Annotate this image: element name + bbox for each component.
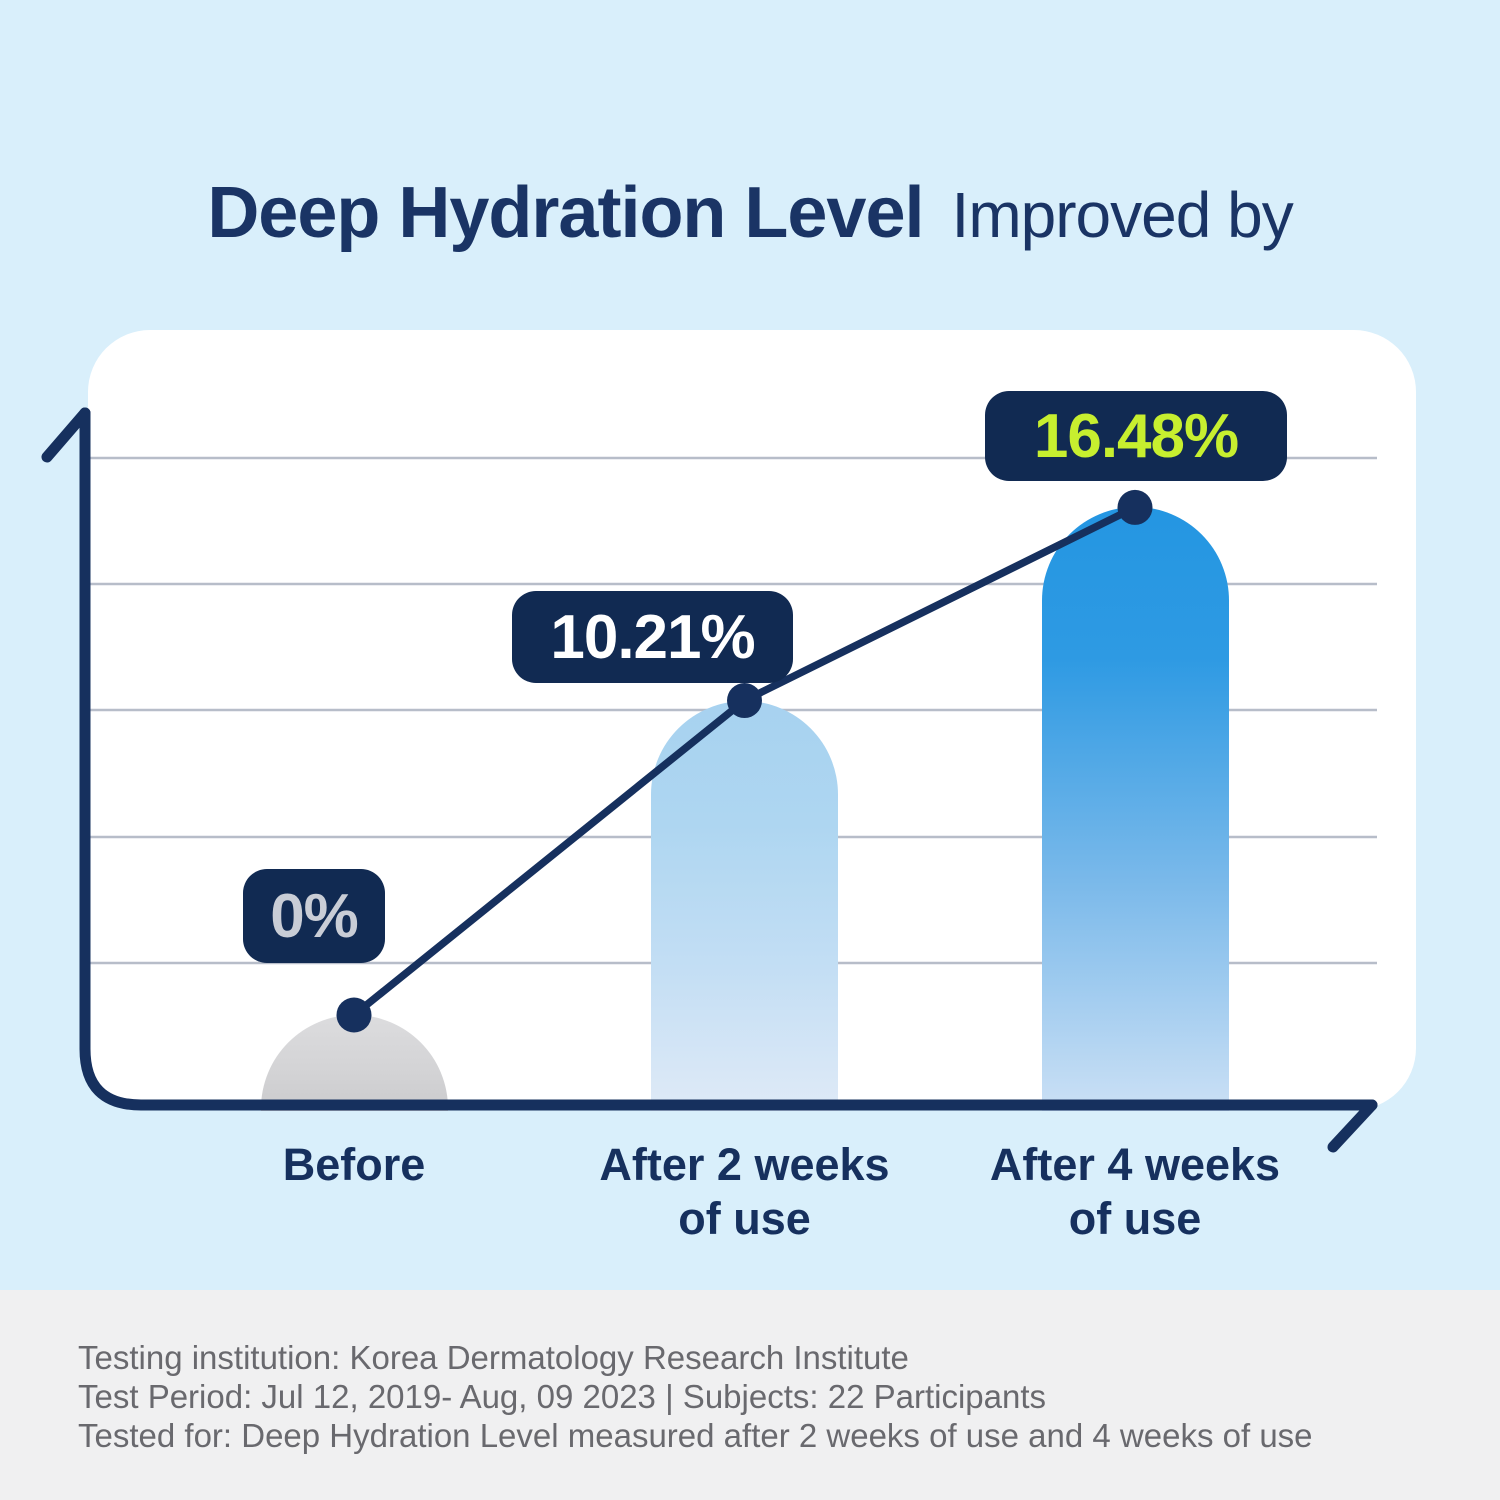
title-main-text: Deep Hydration Level: [207, 173, 924, 253]
page-title: Deep Hydration Level Improved by: [0, 172, 1500, 254]
footnote-panel: Testing institution: Korea Dermatology R…: [0, 1290, 1500, 1500]
footnote-tested-for: Tested for: Deep Hydration Level measure…: [78, 1417, 1313, 1454]
category-label-after-2-weeks-of-use: After 2 weeks of use: [599, 1139, 890, 1244]
category-label-after-4-weeks-of-use: After 4 weeks of use: [989, 1139, 1281, 1244]
category-label-before: Before: [282, 1139, 426, 1190]
footnote-testing-institution: Testing institution: Korea Dermatology R…: [78, 1339, 909, 1376]
footnote-test-period-subjects: Test Period: Jul 12, 2019- Aug, 09 2023 …: [78, 1378, 1047, 1415]
title-suffix-text: Improved by: [951, 179, 1294, 251]
